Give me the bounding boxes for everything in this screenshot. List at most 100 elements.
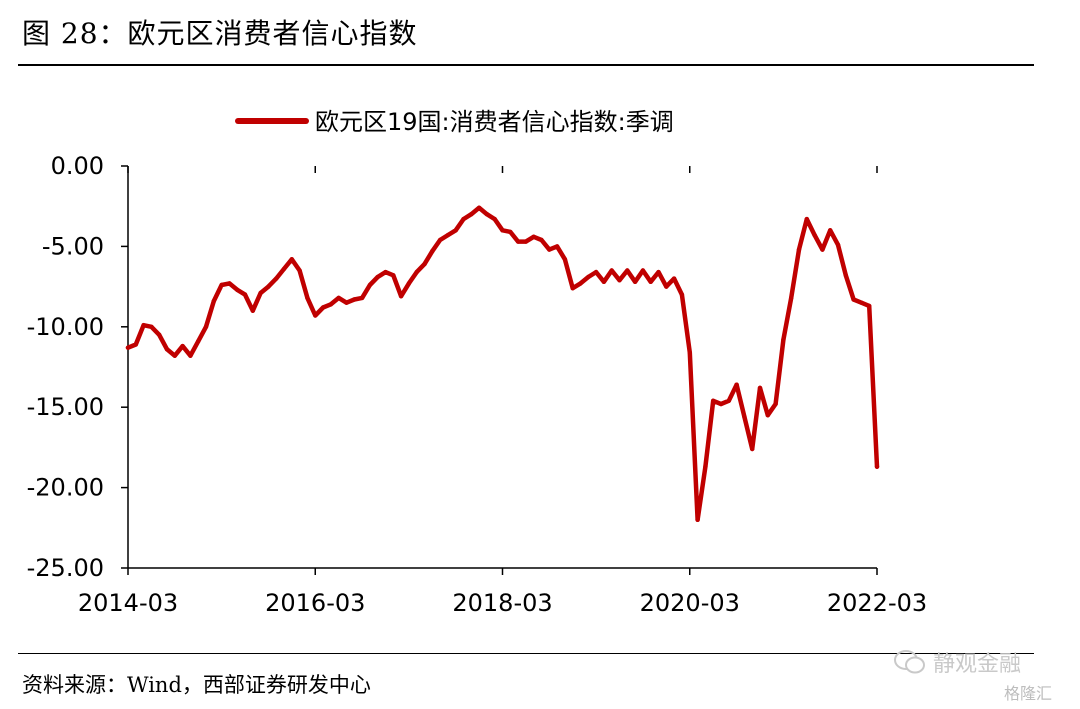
data-point [437,237,443,243]
data-point [242,292,248,297]
data-point [742,414,747,419]
data-point [211,298,216,304]
data-point [687,350,692,355]
series-layer [125,205,880,523]
x-tick-label: 2020-03 [640,589,740,617]
data-point [773,401,778,407]
data-point [781,337,786,342]
data-point [859,300,864,305]
y-tick-label: -15.00 [27,393,104,421]
data-point [586,274,591,280]
data-point [383,269,388,275]
data-point [352,297,357,302]
data-point [235,287,240,292]
data-point [453,228,458,233]
data-point [461,216,466,222]
data-point [789,295,794,301]
data-point [671,276,677,281]
data-point [523,239,529,244]
data-point [164,347,170,352]
data-point [188,353,193,358]
data-point [648,279,653,284]
data-point [562,257,568,262]
data-point [547,247,552,252]
data-point [227,281,232,286]
data-point [375,274,380,280]
data-point [445,232,451,238]
data-point [508,229,513,235]
data-point [196,339,201,344]
axes [127,166,877,569]
data-point [398,294,404,299]
figure-title: 图 28：欧元区消费者信心指数 [22,17,418,50]
data-point [500,228,505,233]
watermark: 静观金融 [893,646,1053,677]
legend: 欧元区19国:消费者信心指数:季调 [235,108,674,136]
watermark-brand: 格隆汇 [1004,684,1053,703]
data-point [289,257,294,262]
data-point [703,464,708,469]
data-point [203,324,209,329]
data-point [172,353,177,358]
data-point [617,278,622,283]
data-point [422,261,427,267]
source-note: 资料来源：Wind，西部证券研发中心 [22,673,371,697]
data-point [851,297,856,302]
data-point [820,247,825,252]
data-point [344,300,349,305]
y-axis-ticks: 0.00 -5.00 -10.00 -15.00 -20.00 -25.00 [27,152,128,582]
data-point [609,268,614,273]
data-point [250,308,255,313]
data-point [718,401,724,407]
data-point [726,398,731,403]
data-point [695,517,700,522]
bottom-rule [18,653,1034,654]
series-line [125,205,880,523]
wechat-icon [893,649,927,681]
data-point [141,323,146,328]
data-point [750,446,755,452]
data-point [258,290,263,296]
x-tick-label: 2022-03 [827,589,927,617]
x-tick-label: 2014-03 [78,589,178,617]
data-point [601,279,607,284]
data-point [828,228,833,233]
top-rule [18,64,1034,66]
y-tick-label: -20.00 [27,474,104,502]
data-point [266,284,271,289]
data-point [874,464,880,469]
data-point [867,303,872,309]
data-point [835,242,841,247]
y-tick-label: -5.00 [42,232,104,260]
data-point [359,295,365,301]
data-point [328,302,334,307]
legend-label: 欧元区19国:消费者信心指数:季调 [315,108,674,136]
data-point [320,305,326,310]
data-point [843,273,848,278]
data-point [484,212,490,217]
data-point [632,279,638,284]
x-axis-ticks: 2014-03 2016-03 2018-03 2020-03 2022-03 [78,166,927,617]
data-point [656,269,661,275]
data-point [664,284,669,289]
y-tick-label: -25.00 [27,554,104,582]
data-point [406,281,412,286]
data-point [274,276,279,281]
data-point [593,269,599,275]
data-point [515,239,521,244]
data-point [734,382,739,387]
watermark-text: 静观金融 [933,652,1022,677]
x-tick-label: 2018-03 [452,589,552,617]
data-point [305,295,310,301]
data-point [125,345,131,350]
data-point [679,292,685,297]
data-point [796,247,802,252]
data-point [554,244,560,249]
data-point [219,282,224,288]
data-point [157,332,162,337]
data-point [531,234,536,239]
data-point [492,216,497,222]
data-point [812,232,817,238]
data-point [430,249,435,254]
y-tick-label: 0.00 [51,152,104,180]
